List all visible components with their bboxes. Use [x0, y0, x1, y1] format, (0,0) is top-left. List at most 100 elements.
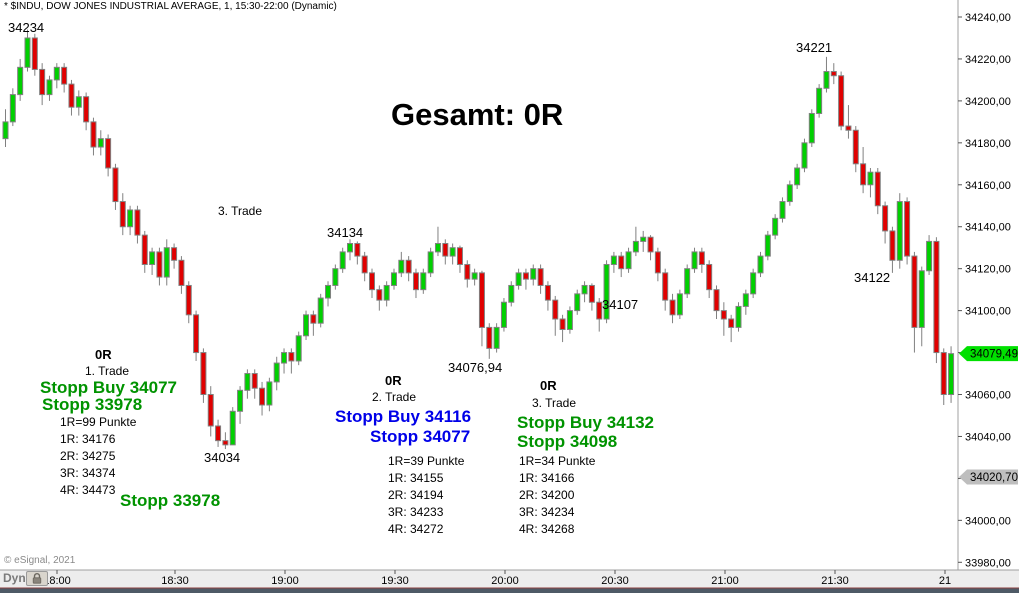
candle-body-up: [926, 240, 933, 272]
candle-body-down: [376, 289, 383, 301]
candle-body-up: [632, 240, 639, 253]
annotation-trade-step: 3. Trade: [218, 204, 263, 218]
y-axis[interactable]: 34240,00 34220,00 34200,00 34180,00 34160,00…: [957, 0, 1011, 570]
annotation-r-header: 0R: [540, 378, 557, 393]
annotation-price-label: 34221: [796, 40, 833, 55]
candle-body-down: [559, 318, 566, 330]
x-axis-strip: [0, 570, 1019, 588]
candle-body-down: [39, 68, 46, 96]
candle-body-down: [522, 272, 529, 280]
candle-body-down: [105, 138, 112, 169]
annotation-stopp-green: Stopp 33978: [120, 491, 221, 510]
candle-body-up: [500, 301, 507, 328]
annotation-r-line: 2R: 34275: [60, 449, 116, 463]
last-price-tag: 34079,49: [959, 346, 1018, 362]
annotation-trade-step: 3. Trade: [532, 396, 577, 410]
candle-body-up: [149, 251, 156, 265]
annotation-r-line: 1R=39 Punkte: [388, 454, 465, 468]
candle-body-up: [2, 121, 9, 140]
candle-body-down: [889, 230, 896, 261]
candle-body-down: [882, 205, 889, 232]
y-axis-label: 34200,00: [965, 96, 1011, 108]
annotation-r-line: 1R=34 Punkte: [519, 454, 596, 468]
y-axis-label: 34040,00: [965, 431, 1011, 443]
chart-title: * $INDU, DOW JONES INDUSTRIAL AVERAGE, 1…: [4, 1, 337, 12]
chart-plot-area[interactable]: [2, 29, 955, 450]
annotation-stopp-green: Stopp 33978: [42, 395, 143, 414]
x-axis[interactable]: 18:00 18:30 19:00 19:30 20:00 20:30 21:00 21:30…: [0, 569, 1019, 588]
candle-body-up: [816, 87, 823, 114]
x-axis-label: 20:30: [601, 575, 629, 587]
annotation-price-label: 34122: [854, 270, 891, 285]
candle-body-up: [676, 293, 683, 316]
candle-body-up: [237, 389, 244, 412]
candle-body-up: [684, 268, 691, 295]
annotation-stopp-blue: Stopp Buy 34116: [335, 407, 472, 426]
y-axis-label: 34100,00: [965, 306, 1011, 318]
price-tag-value: 34079,49: [970, 349, 1018, 361]
candle-body-up: [427, 251, 434, 274]
candle-body-down: [361, 255, 368, 274]
candle-body-up: [420, 272, 427, 291]
x-axis-label: 21:30: [821, 575, 849, 587]
x-axis-label: 21: [939, 575, 951, 587]
candle-body-up: [508, 284, 515, 303]
candle-body-down: [478, 272, 485, 328]
candle-body-down: [537, 268, 544, 286]
scale-lock-button[interactable]: [26, 571, 48, 586]
annotation-stopp-green: Stopp Buy 34132: [517, 413, 654, 432]
annotation-r-line: 3R: 34233: [388, 505, 444, 519]
candle-body-down: [207, 394, 214, 427]
candle-body-down: [83, 96, 90, 123]
candle-body-up: [566, 310, 573, 330]
candle-body-up: [742, 293, 749, 307]
candle-body-down: [464, 263, 471, 280]
x-axis-label: 18:30: [161, 575, 189, 587]
candle-body-down: [940, 352, 947, 396]
candle-body-up: [281, 352, 288, 364]
candle-body-up: [75, 96, 82, 108]
annotation-r-header: 0R: [95, 347, 112, 362]
y-axis-label: 34240,00: [965, 12, 1011, 24]
candle-body-up: [691, 251, 698, 270]
candle-body-up: [383, 284, 390, 301]
candle-body-down: [596, 301, 603, 320]
price-tag-shape: [959, 346, 1018, 362]
x-axis-label: 18:00: [43, 575, 71, 587]
candle-body-down: [706, 263, 713, 291]
candle-body-down: [874, 171, 881, 207]
x-axis-label: 19:30: [381, 575, 409, 587]
annotation-stopp-blue: Stopp 34077: [370, 427, 471, 446]
candle-body-down: [830, 71, 837, 77]
candle-body-up: [53, 66, 60, 81]
candle-body-up: [867, 171, 874, 186]
candle-body-down: [259, 387, 266, 406]
price-tag-shape: [959, 469, 1018, 485]
candle-body-up: [390, 272, 397, 286]
candle-body-down: [654, 251, 661, 274]
candle-body-down: [405, 259, 412, 274]
annotation-r-header: 0R: [385, 373, 402, 388]
candle-body-down: [904, 201, 911, 257]
candle-body-down: [112, 167, 119, 203]
candle-body-down: [618, 255, 625, 270]
candle-body-down: [31, 37, 38, 70]
candle-body-down: [156, 251, 163, 278]
candle-body-down: [713, 289, 720, 312]
candle-body-down: [141, 234, 148, 265]
candle-body-up: [163, 247, 170, 278]
candle-body-up: [896, 201, 903, 261]
annotation-r-line: 4R: 34272: [388, 522, 444, 536]
y-axis-label: 34120,00: [965, 264, 1011, 276]
x-axis-label: 20:00: [491, 575, 519, 587]
candle-body-down: [669, 299, 676, 316]
candle-body-down: [185, 284, 192, 316]
candle-body-down: [933, 240, 940, 354]
candle-body-up: [794, 167, 801, 186]
y-axis-label: 34140,00: [965, 222, 1011, 234]
candle-body-down: [200, 352, 207, 396]
candle-body-up: [808, 112, 815, 144]
y-axis-label: 34220,00: [965, 54, 1011, 66]
